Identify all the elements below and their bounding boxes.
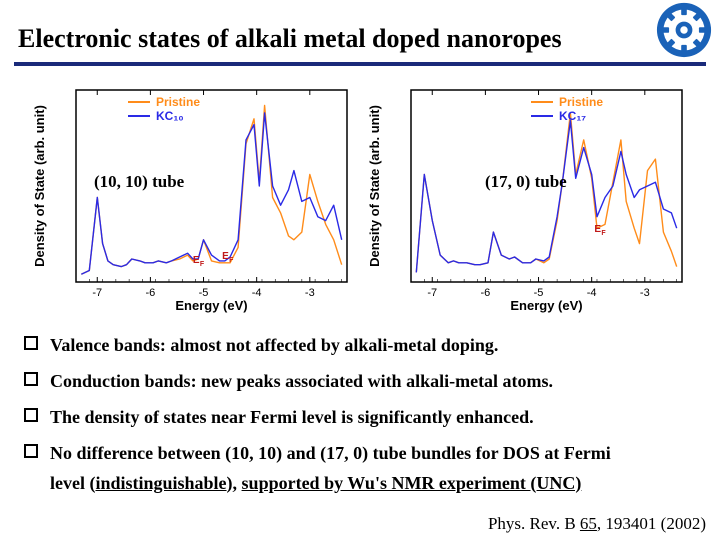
svg-text:F: F [229, 257, 234, 264]
bullet-3-text: The density of states near Fermi level i… [50, 407, 534, 427]
svg-text:-7: -7 [427, 287, 437, 299]
citation: Phys. Rev. B 65, 193401 (2002) [488, 514, 706, 534]
bullet-2-text: Conduction bands: new peaks associated w… [50, 371, 553, 391]
bullet-4-text: No difference between (10, 10) and (17, … [50, 443, 611, 463]
svg-text:-4: -4 [252, 287, 262, 299]
svg-text:F: F [200, 261, 205, 268]
bullet-1: Valence bands: almost not affected by al… [24, 332, 700, 360]
chart-right-caption: (17, 0) tube [485, 172, 567, 192]
svg-text:-6: -6 [146, 287, 156, 299]
chart-left-caption: (10, 10) tube [94, 172, 184, 192]
svg-text:Density of State (arb. unit): Density of State (arb. unit) [367, 105, 382, 267]
svg-text:-4: -4 [587, 287, 597, 299]
svg-text:Density of State (arb. unit): Density of State (arb. unit) [32, 105, 47, 267]
charts-row: -7-6-5-4-3EFEFPristineKC₁₀Energy (eV)Den… [30, 82, 690, 316]
svg-text:KC₁₇: KC₁₇ [559, 109, 586, 123]
svg-text:-3: -3 [305, 287, 315, 299]
bullet-4: No difference between (10, 10) and (17, … [24, 440, 700, 498]
svg-text:-6: -6 [481, 287, 491, 299]
svg-text:-3: -3 [640, 287, 650, 299]
chart-right: -7-6-5-4-3EFPristineKC₁₇Energy (eV)Densi… [365, 82, 690, 316]
svg-text:E: E [594, 224, 601, 235]
svg-text:F: F [601, 230, 606, 237]
svg-text:KC₁₀: KC₁₀ [156, 109, 184, 123]
svg-text:Energy (eV): Energy (eV) [175, 298, 247, 313]
university-logo [656, 2, 712, 58]
bullet-4-line2: level (indistinguishable), supported by … [50, 470, 700, 498]
page-title: Electronic states of alkali metal doped … [18, 24, 562, 54]
bullet-list: Valence bands: almost not affected by al… [24, 332, 700, 505]
svg-text:Energy (eV): Energy (eV) [510, 298, 582, 313]
bullet-1-text: Valence bands: almost not affected by al… [50, 335, 498, 355]
svg-text:Pristine: Pristine [559, 95, 603, 109]
title-rule [14, 62, 706, 66]
bullet-2: Conduction bands: new peaks associated w… [24, 368, 700, 396]
svg-text:-7: -7 [92, 287, 102, 299]
svg-text:E: E [193, 255, 200, 266]
bullet-3: The density of states near Fermi level i… [24, 404, 700, 432]
svg-text:E: E [222, 251, 229, 262]
svg-text:Pristine: Pristine [156, 95, 200, 109]
chart-left: -7-6-5-4-3EFEFPristineKC₁₀Energy (eV)Den… [30, 82, 355, 316]
